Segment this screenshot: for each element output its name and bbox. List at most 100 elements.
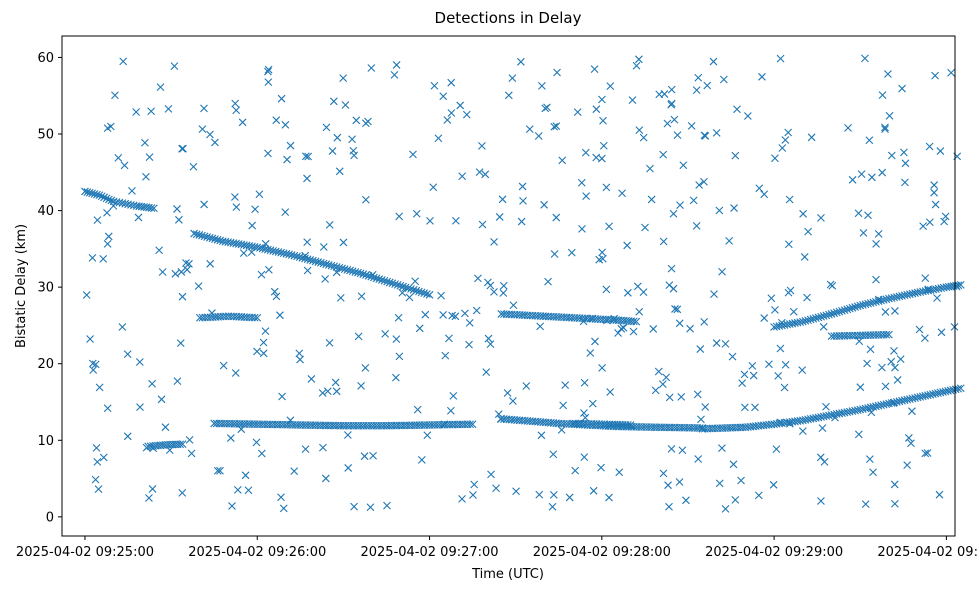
data-point [522, 382, 531, 390]
data-point [659, 469, 668, 478]
data-point [132, 108, 141, 116]
data-point [784, 128, 793, 137]
data-point [573, 108, 582, 117]
data-point [446, 406, 455, 415]
data-point [776, 54, 785, 63]
data-point [803, 293, 811, 302]
data-point [383, 501, 391, 510]
data-point [173, 377, 182, 386]
data-point [664, 481, 672, 490]
data-point [639, 133, 648, 142]
data-point [148, 379, 156, 388]
data-point [200, 232, 209, 241]
data-point [439, 310, 448, 319]
data-point [492, 484, 500, 493]
data-point [798, 427, 807, 436]
data-point [623, 241, 632, 250]
data-point [278, 392, 286, 401]
data-point [899, 148, 908, 157]
data-point [830, 309, 839, 318]
data-point [360, 452, 369, 461]
data-point [924, 285, 933, 294]
data-point [567, 248, 576, 257]
data-point [692, 86, 701, 95]
data-point [607, 421, 615, 430]
data-point [667, 85, 676, 94]
data-point [890, 347, 898, 355]
data-point [874, 229, 883, 238]
data-point [348, 135, 357, 144]
data-point [189, 162, 198, 171]
data-point [475, 168, 484, 176]
data-point [885, 111, 894, 120]
data-point [718, 267, 726, 276]
data-point [178, 292, 187, 301]
data-point [767, 294, 776, 303]
data-point [332, 387, 341, 396]
data-point [923, 449, 932, 457]
data-point [329, 97, 338, 106]
data-point [83, 188, 92, 196]
data-point [728, 352, 737, 361]
data-point [856, 383, 865, 392]
data-point [617, 324, 626, 333]
data-point [709, 57, 718, 66]
data-point [91, 360, 100, 369]
data-point [388, 279, 397, 288]
data-point [322, 123, 331, 132]
data-point [357, 292, 366, 301]
data-point [309, 256, 317, 265]
data-point [451, 216, 460, 225]
data-point [550, 250, 559, 258]
data-point [890, 499, 899, 508]
data-point [232, 203, 241, 212]
data-point [95, 191, 104, 200]
data-point [798, 366, 807, 375]
y-tick-label: 50 [37, 128, 54, 143]
data-point [731, 495, 740, 504]
data-point [213, 235, 222, 244]
data-point [94, 485, 103, 493]
data-point [801, 317, 810, 325]
data-point [205, 233, 214, 242]
data-point [525, 125, 534, 133]
data-point [878, 91, 887, 99]
data-point [321, 275, 330, 283]
data-point [200, 200, 209, 209]
data-point [749, 371, 758, 380]
data-point [93, 216, 102, 225]
data-point [719, 75, 728, 84]
data-point [465, 318, 474, 327]
data-point [760, 314, 769, 322]
data-point [346, 266, 354, 275]
y-tick-label: 30 [37, 281, 54, 296]
data-point [598, 363, 606, 372]
data-point [295, 349, 304, 358]
data-point [598, 154, 606, 163]
data-point [200, 104, 208, 113]
data-point [486, 340, 495, 349]
data-point [844, 124, 852, 132]
data-point [155, 246, 164, 255]
data-point [99, 453, 108, 462]
data-point [843, 305, 852, 314]
data-point [629, 327, 638, 336]
data-point [441, 351, 450, 360]
data-point [758, 72, 766, 81]
data-point [469, 491, 477, 499]
data-point [404, 284, 413, 293]
data-point [81, 187, 89, 196]
data-point [141, 138, 149, 147]
data-point [88, 189, 97, 198]
data-point [904, 434, 913, 442]
data-point [241, 471, 250, 480]
data-point [590, 65, 599, 74]
data-point [264, 78, 273, 87]
data-point [111, 91, 119, 100]
data-point [658, 380, 667, 389]
data-point [693, 390, 702, 399]
data-point [697, 415, 705, 424]
data-point [814, 313, 823, 322]
data-point [671, 305, 679, 313]
data-point [874, 295, 883, 304]
